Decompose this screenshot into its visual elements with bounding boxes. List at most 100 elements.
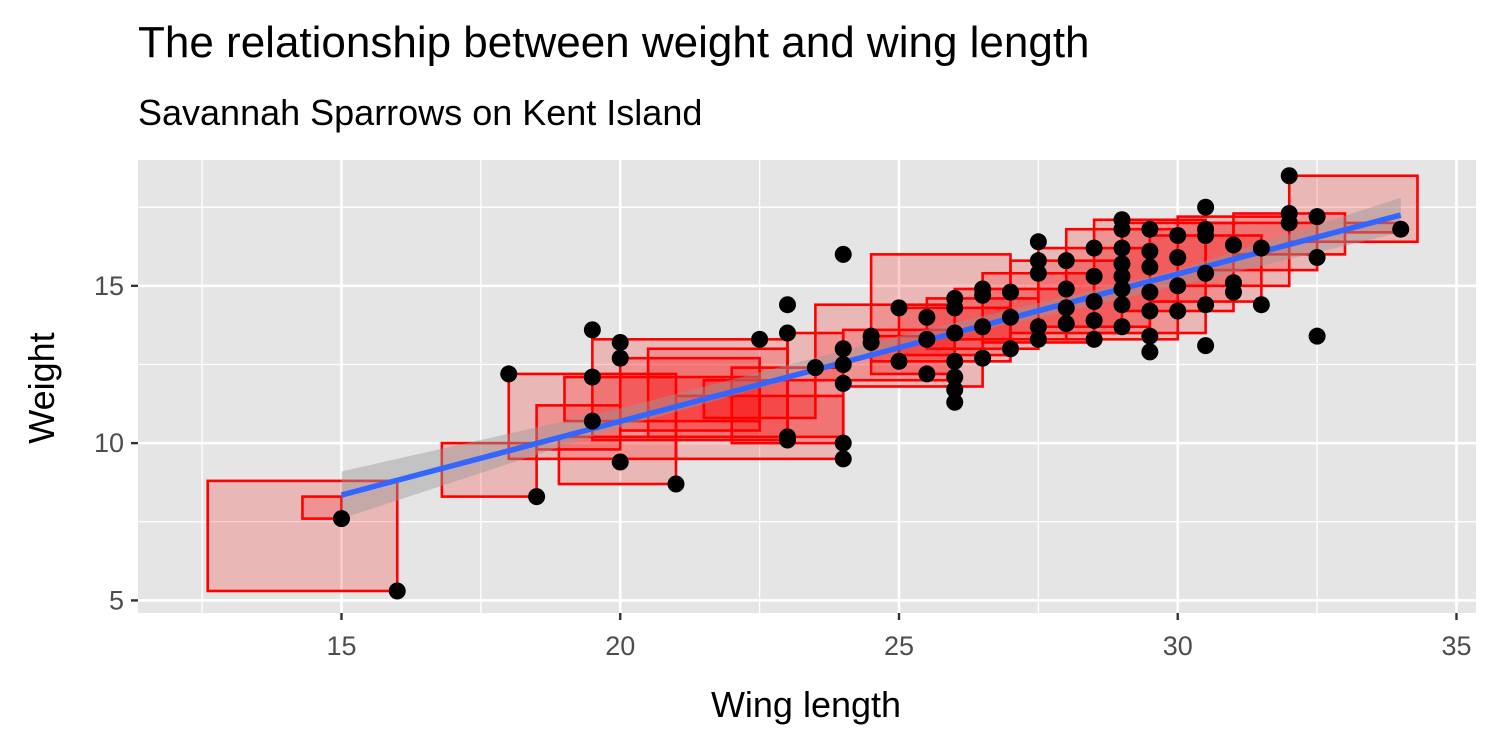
data-point <box>583 412 601 430</box>
data-point <box>890 299 908 317</box>
data-point <box>388 582 406 600</box>
data-point <box>1057 299 1075 317</box>
data-point <box>1113 296 1131 314</box>
data-point <box>1113 318 1131 336</box>
data-point <box>778 296 796 314</box>
data-point <box>1057 252 1075 270</box>
data-point <box>918 330 936 348</box>
data-point <box>1057 280 1075 298</box>
data-point <box>1308 249 1326 267</box>
data-point <box>1113 267 1131 285</box>
data-point <box>834 245 852 263</box>
data-point <box>583 321 601 339</box>
data-point <box>611 333 629 351</box>
grid-minor <box>138 160 1476 613</box>
data-point <box>918 365 936 383</box>
data-point <box>946 324 964 342</box>
data-point <box>918 308 936 326</box>
data-point <box>974 286 992 304</box>
data-point <box>1141 258 1159 276</box>
data-point <box>1001 340 1019 358</box>
data-point <box>1029 252 1047 270</box>
data-point <box>1085 330 1103 348</box>
fit-line <box>340 212 1402 498</box>
data-point <box>332 510 350 528</box>
x-axis-title: Wing length <box>711 684 901 725</box>
x-tick-label: 35 <box>1441 631 1471 661</box>
x-tick-label: 25 <box>884 631 914 661</box>
fit-layer <box>340 212 1402 498</box>
data-point <box>1029 318 1047 336</box>
x-tick-label: 15 <box>326 631 356 661</box>
chart-title: The relationship between weight and wing… <box>138 18 1090 67</box>
data-point <box>1141 327 1159 345</box>
data-point <box>806 359 824 377</box>
data-point <box>1141 302 1159 320</box>
data-point <box>1197 296 1215 314</box>
data-point <box>974 349 992 367</box>
range-rect <box>440 441 538 498</box>
data-point <box>1252 296 1270 314</box>
axis-layer: 15 20 25 30 35 5 10 15 <box>94 271 1472 661</box>
y-tick-label: 15 <box>94 271 124 301</box>
data-point <box>1280 214 1298 232</box>
data-point <box>1085 239 1103 257</box>
data-point <box>611 349 629 367</box>
data-point <box>974 318 992 336</box>
data-point <box>946 368 964 386</box>
data-point <box>834 374 852 392</box>
data-point <box>1113 255 1131 273</box>
data-point <box>1169 249 1187 267</box>
data-point <box>1169 227 1187 244</box>
data-point <box>1169 302 1187 320</box>
data-point <box>751 330 769 348</box>
data-point <box>1141 242 1159 260</box>
data-point <box>862 333 880 351</box>
data-point <box>946 299 964 317</box>
data-point <box>1029 330 1047 348</box>
data-point <box>1308 327 1326 345</box>
x-tick-label: 30 <box>1163 631 1193 661</box>
y-axis-title: Weight <box>21 332 62 443</box>
data-point <box>1280 167 1298 185</box>
data-point <box>946 352 964 370</box>
data-point <box>778 431 796 449</box>
data-point <box>500 365 518 383</box>
data-point <box>1141 220 1159 238</box>
points-layer <box>332 167 1410 600</box>
data-point <box>1197 198 1215 216</box>
data-point <box>946 381 964 399</box>
data-point <box>1197 227 1215 244</box>
y-tick-label: 10 <box>94 428 124 458</box>
data-point <box>1392 220 1410 238</box>
data-point <box>1141 343 1159 361</box>
data-point <box>1029 233 1047 251</box>
data-point <box>1224 283 1242 301</box>
data-point <box>1169 277 1187 295</box>
data-point <box>1085 267 1103 285</box>
data-point <box>1085 311 1103 329</box>
data-point <box>1197 337 1215 355</box>
data-point <box>1113 239 1131 257</box>
data-point <box>834 355 852 373</box>
data-point <box>611 453 629 471</box>
data-point <box>778 324 796 342</box>
data-point <box>1113 280 1131 298</box>
y-tick-label: 5 <box>109 585 124 615</box>
data-point <box>834 340 852 358</box>
data-point <box>1197 264 1215 282</box>
data-point <box>1001 308 1019 326</box>
data-point <box>1001 283 1019 301</box>
data-point <box>1029 264 1047 282</box>
data-point <box>1085 293 1103 311</box>
data-point <box>667 475 685 493</box>
data-point <box>528 488 546 506</box>
data-point <box>583 368 601 386</box>
data-point <box>834 450 852 468</box>
range-rect <box>301 495 343 520</box>
range-rect <box>563 375 761 423</box>
data-point <box>1057 315 1075 333</box>
chart-subtitle: Savannah Sparrows on Kent Island <box>138 92 703 133</box>
data-point <box>1224 236 1242 254</box>
